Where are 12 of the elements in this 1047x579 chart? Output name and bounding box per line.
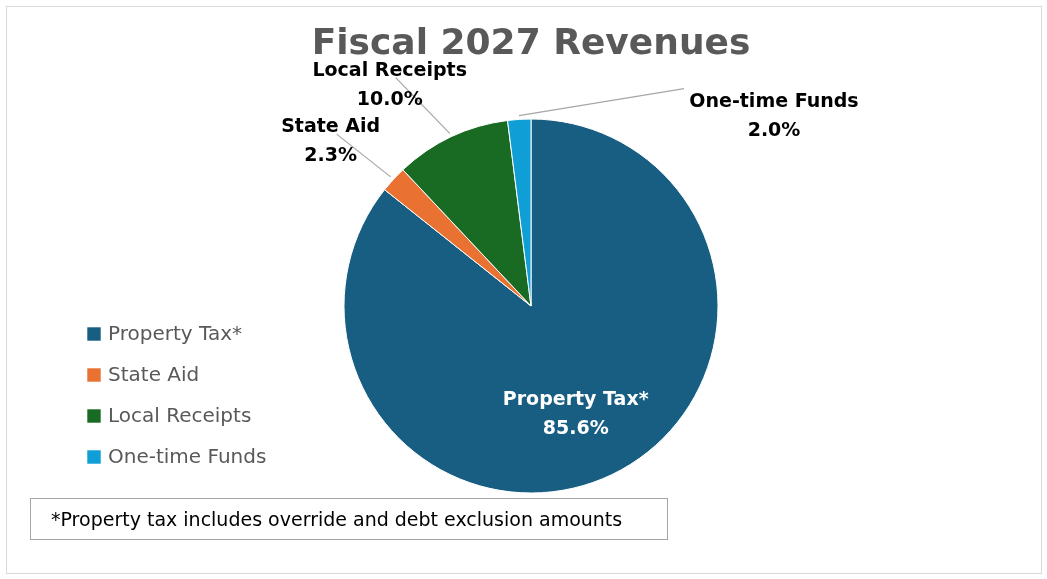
data-label: 2.3%	[304, 143, 357, 166]
slice-label: Property Tax*	[502, 386, 649, 409]
legend-label: Property Tax*	[108, 321, 242, 345]
data-label: 85.6%	[542, 415, 609, 438]
data-label: 2.0%	[747, 117, 801, 140]
legend-label: Local Receipts	[108, 403, 252, 427]
data-label: 10.0%	[356, 86, 423, 109]
legend-label: One-time Funds	[108, 444, 267, 468]
text: *Property tax includes override and debt exclusion amounts	[30, 498, 668, 540]
slice-label: State Aid	[281, 114, 381, 137]
legend-label: State Aid	[108, 362, 200, 386]
slice-label: One-time Funds	[689, 88, 859, 111]
